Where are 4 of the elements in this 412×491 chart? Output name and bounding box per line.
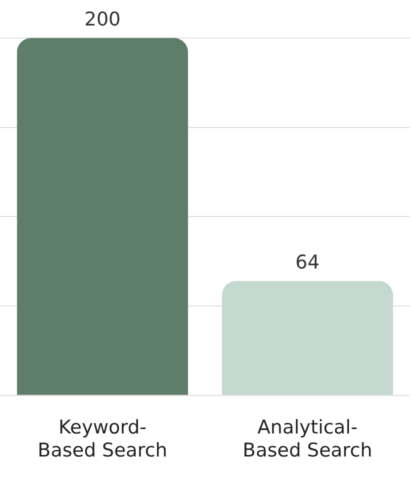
x-tick-label: Analytical-Based Search — [242, 416, 372, 462]
data-label: 64 — [295, 251, 320, 274]
x-tick-label: Keyword-Based Search — [38, 416, 168, 462]
data-label: 200 — [84, 8, 121, 30]
